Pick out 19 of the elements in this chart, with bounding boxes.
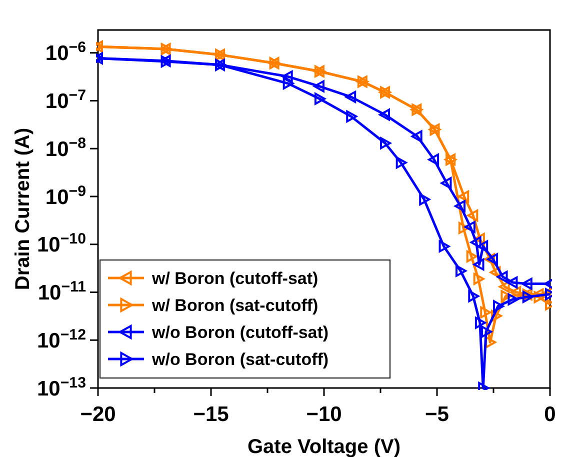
x-tick-label: −20 [80, 403, 116, 426]
y-tick-label: 10$^{−11}$ [38, 278, 86, 305]
y-tick-label: 10$^{−7}$ [45, 86, 86, 114]
legend-label: w/o Boron (cutoff-sat) [151, 322, 329, 342]
y-axis-title: Drain Current (A) [12, 128, 34, 290]
y-tick-label: 10$^{−9}$ [45, 182, 86, 209]
x-tick-label: −15 [193, 403, 230, 426]
y-tick-label: 10$^{−12}$ [37, 326, 86, 352]
x-tick-label: 0 [544, 403, 556, 426]
x-axis-title: Gate Voltage (V) [248, 436, 400, 457]
legend-label: w/o Boron (sat-cutoff) [151, 350, 329, 369]
y-tick-label: 10$^{−6}$ [45, 38, 86, 66]
y-tick-label: 10$^{−8}$ [45, 134, 86, 161]
x-tick-label: −10 [306, 403, 342, 426]
legend-label: w/ Boron (cutoff-sat) [151, 268, 318, 288]
legend-label: w/ Boron (sat-cutoff) [151, 296, 318, 315]
x-tick-label: −5 [425, 403, 450, 426]
y-tick-label: 10$^{−13}$ [37, 374, 86, 400]
y-tick-label: 10$^{−10}$ [37, 230, 86, 257]
